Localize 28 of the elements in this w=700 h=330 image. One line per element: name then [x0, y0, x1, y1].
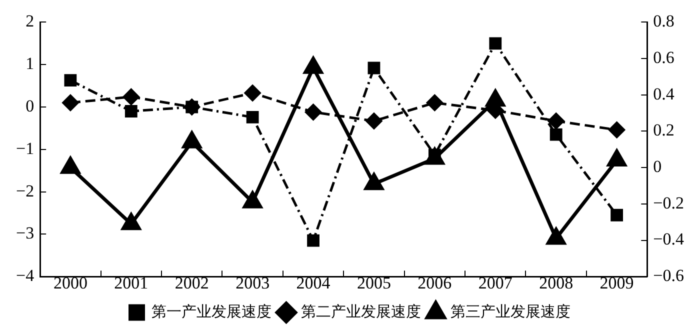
x-tick-label: 2008	[539, 273, 574, 292]
y-tick-label: 0	[26, 96, 34, 116]
x-tick-label: 2005	[356, 273, 391, 292]
x-tick-label: 2000	[53, 273, 88, 292]
legend-label: 第二产业发展速度	[300, 302, 421, 320]
y2-tick-label: 0	[653, 157, 662, 176]
x-tick-label: 2001	[114, 273, 148, 292]
y-tick-label: 1	[26, 54, 34, 74]
x-tick-label: 2002	[174, 273, 209, 292]
y2-tick-label: 0.4	[653, 84, 675, 104]
y-tick-label: −3	[16, 224, 34, 243]
x-tick-label: 2003	[236, 273, 270, 292]
legend-label: 第三产业发展速度	[450, 302, 570, 320]
x-tick-label: 2007	[478, 273, 513, 292]
y-tick-label: 2	[26, 12, 34, 31]
x-tick-label: 2004	[296, 273, 331, 292]
legend-label: 第一产业发展速度	[151, 302, 272, 320]
y-tick-label: −1	[16, 138, 34, 158]
y2-tick-label: −0.6	[653, 266, 684, 286]
y2-tick-label: 0.8	[653, 12, 674, 31]
y2-tick-label: −0.4	[653, 230, 684, 249]
y2-tick-label: 0.2	[653, 120, 674, 140]
x-tick-label: 2009	[600, 273, 634, 292]
y2-tick-label: −0.2	[653, 193, 684, 212]
x-tick-label: 2006	[418, 273, 452, 292]
y2-tick-label: 0.6	[653, 48, 674, 68]
y-tick-label: −4	[16, 266, 35, 286]
y-tick-label: −2	[16, 181, 34, 200]
